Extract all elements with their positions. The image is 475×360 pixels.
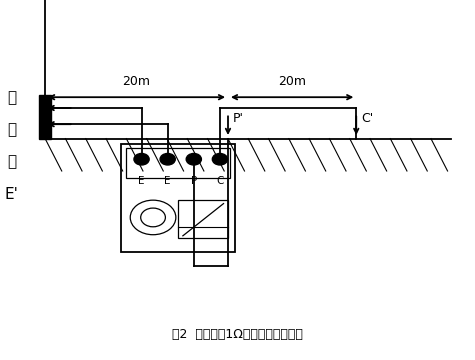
Text: 测: 测	[7, 122, 17, 137]
Circle shape	[160, 153, 175, 165]
Text: 图2  测量小于1Ω接地电阻时接线图: 图2 测量小于1Ω接地电阻时接线图	[172, 328, 303, 341]
Text: E: E	[138, 176, 145, 186]
Text: E: E	[164, 176, 171, 186]
Text: P': P'	[233, 112, 244, 125]
Circle shape	[134, 153, 149, 165]
Bar	[121, 144, 235, 252]
Text: C: C	[216, 176, 224, 186]
Bar	[178, 200, 228, 238]
Text: P: P	[190, 176, 197, 186]
Text: 物: 物	[7, 154, 17, 170]
Circle shape	[130, 200, 176, 235]
Circle shape	[186, 153, 201, 165]
Circle shape	[212, 153, 228, 165]
Text: 被: 被	[7, 90, 17, 105]
Bar	[126, 148, 230, 178]
Text: C': C'	[361, 112, 373, 125]
Text: E': E'	[5, 187, 19, 202]
Text: 20m: 20m	[278, 75, 306, 88]
Bar	[39, 95, 51, 139]
Circle shape	[141, 208, 165, 227]
Text: 20m: 20m	[123, 75, 151, 88]
